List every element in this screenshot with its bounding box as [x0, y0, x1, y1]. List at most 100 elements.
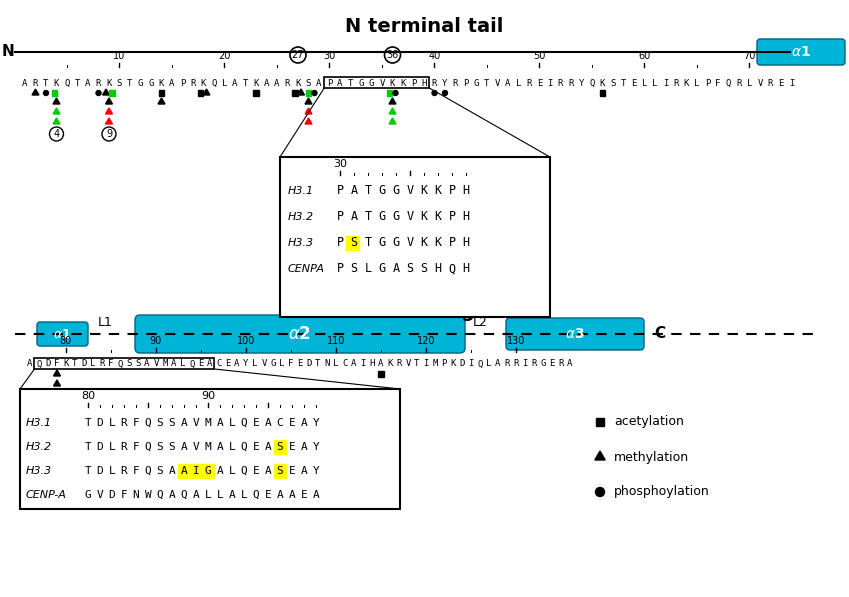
Text: A: A [216, 442, 223, 452]
Text: H: H [421, 78, 427, 88]
Text: R: R [559, 359, 564, 368]
Text: R: R [121, 442, 127, 452]
Text: S: S [351, 236, 357, 250]
Text: A: A [567, 359, 573, 368]
Text: Q: Q [144, 442, 151, 452]
Text: 80: 80 [81, 391, 95, 401]
Text: F: F [109, 359, 114, 368]
Text: D: D [45, 359, 51, 368]
Text: C: C [655, 327, 666, 341]
Text: S: S [127, 359, 132, 368]
Bar [599, 90, 605, 96]
Text: A: A [181, 442, 188, 452]
Text: L: L [642, 78, 647, 88]
Text: Q: Q [117, 359, 123, 368]
Text: S: S [169, 442, 176, 452]
Text: P: P [448, 184, 456, 198]
Text: R: R [558, 78, 563, 88]
Text: L: L [279, 359, 284, 368]
Text: Q: Q [240, 418, 247, 428]
Text: T: T [85, 418, 92, 428]
Text: R: R [190, 78, 195, 88]
Text: H: H [463, 263, 469, 275]
Text: G: G [368, 78, 374, 88]
Text: V: V [261, 359, 267, 368]
Text: F: F [121, 490, 127, 500]
Text: A: A [265, 418, 272, 428]
Text: R: R [284, 78, 290, 88]
Text: K: K [159, 78, 164, 88]
Text: A: A [351, 184, 357, 198]
Text: A: A [169, 78, 175, 88]
Text: T: T [484, 78, 490, 88]
Text: W: W [144, 490, 151, 500]
Text: $\alpha$1: $\alpha$1 [53, 328, 71, 340]
Text: G: G [379, 184, 385, 198]
Text: C: C [216, 359, 222, 368]
Text: T: T [364, 184, 372, 198]
Text: T: T [315, 359, 321, 368]
Text: H: H [463, 236, 469, 250]
Text: A: A [301, 418, 307, 428]
Text: D: D [109, 490, 115, 500]
Text: 120: 120 [417, 336, 436, 346]
Text: R: R [568, 78, 574, 88]
Text: R: R [767, 78, 773, 88]
Text: L: L [252, 359, 258, 368]
Text: A: A [392, 263, 400, 275]
Text: V: V [154, 359, 159, 368]
Text: L: L [652, 78, 658, 88]
Text: K: K [106, 78, 112, 88]
Text: V: V [407, 236, 413, 250]
Text: 20: 20 [218, 51, 231, 61]
Text: E: E [253, 466, 260, 476]
Text: P: P [336, 184, 344, 198]
Text: $\alpha$1: $\alpha$1 [791, 45, 811, 59]
Text: S: S [156, 442, 163, 452]
Text: A: A [379, 359, 384, 368]
Bar [379, 371, 384, 377]
Text: K: K [390, 78, 395, 88]
Text: L: L [747, 78, 752, 88]
Text: T: T [85, 466, 92, 476]
Text: A: A [351, 211, 357, 223]
Text: P: P [180, 78, 185, 88]
Text: 40: 40 [429, 51, 441, 61]
Text: H3.1: H3.1 [288, 186, 314, 196]
Text: Y: Y [312, 466, 319, 476]
Circle shape [43, 91, 48, 96]
Text: Q: Q [589, 78, 594, 88]
Text: R: R [121, 466, 127, 476]
Text: H: H [463, 211, 469, 223]
Text: A: A [181, 418, 188, 428]
Text: H3.1: H3.1 [26, 418, 52, 428]
Text: A: A [233, 78, 238, 88]
Text: I: I [193, 466, 200, 476]
Text: $\alpha$3: $\alpha$3 [565, 327, 585, 341]
Text: P: P [336, 211, 344, 223]
Text: T: T [85, 442, 92, 452]
Text: L: L [205, 490, 211, 500]
Text: Q: Q [726, 78, 731, 88]
Text: R: R [504, 359, 509, 368]
Text: K: K [295, 78, 301, 88]
Circle shape [393, 91, 398, 96]
Text: 60: 60 [638, 51, 650, 61]
Text: Q: Q [211, 78, 216, 88]
Text: S: S [306, 78, 312, 88]
Text: S: S [420, 263, 428, 275]
Text: A: A [27, 359, 33, 368]
Text: H: H [435, 263, 441, 275]
Bar [253, 90, 259, 96]
Text: V: V [407, 184, 413, 198]
Text: F: F [132, 418, 139, 428]
Text: R: R [526, 78, 531, 88]
Text: R: R [453, 78, 458, 88]
Text: K: K [53, 78, 59, 88]
Text: A: A [301, 442, 307, 452]
Text: Q: Q [181, 490, 188, 500]
Text: P: P [327, 78, 332, 88]
Bar [306, 90, 312, 96]
Text: Y: Y [442, 78, 447, 88]
Text: R: R [99, 359, 104, 368]
